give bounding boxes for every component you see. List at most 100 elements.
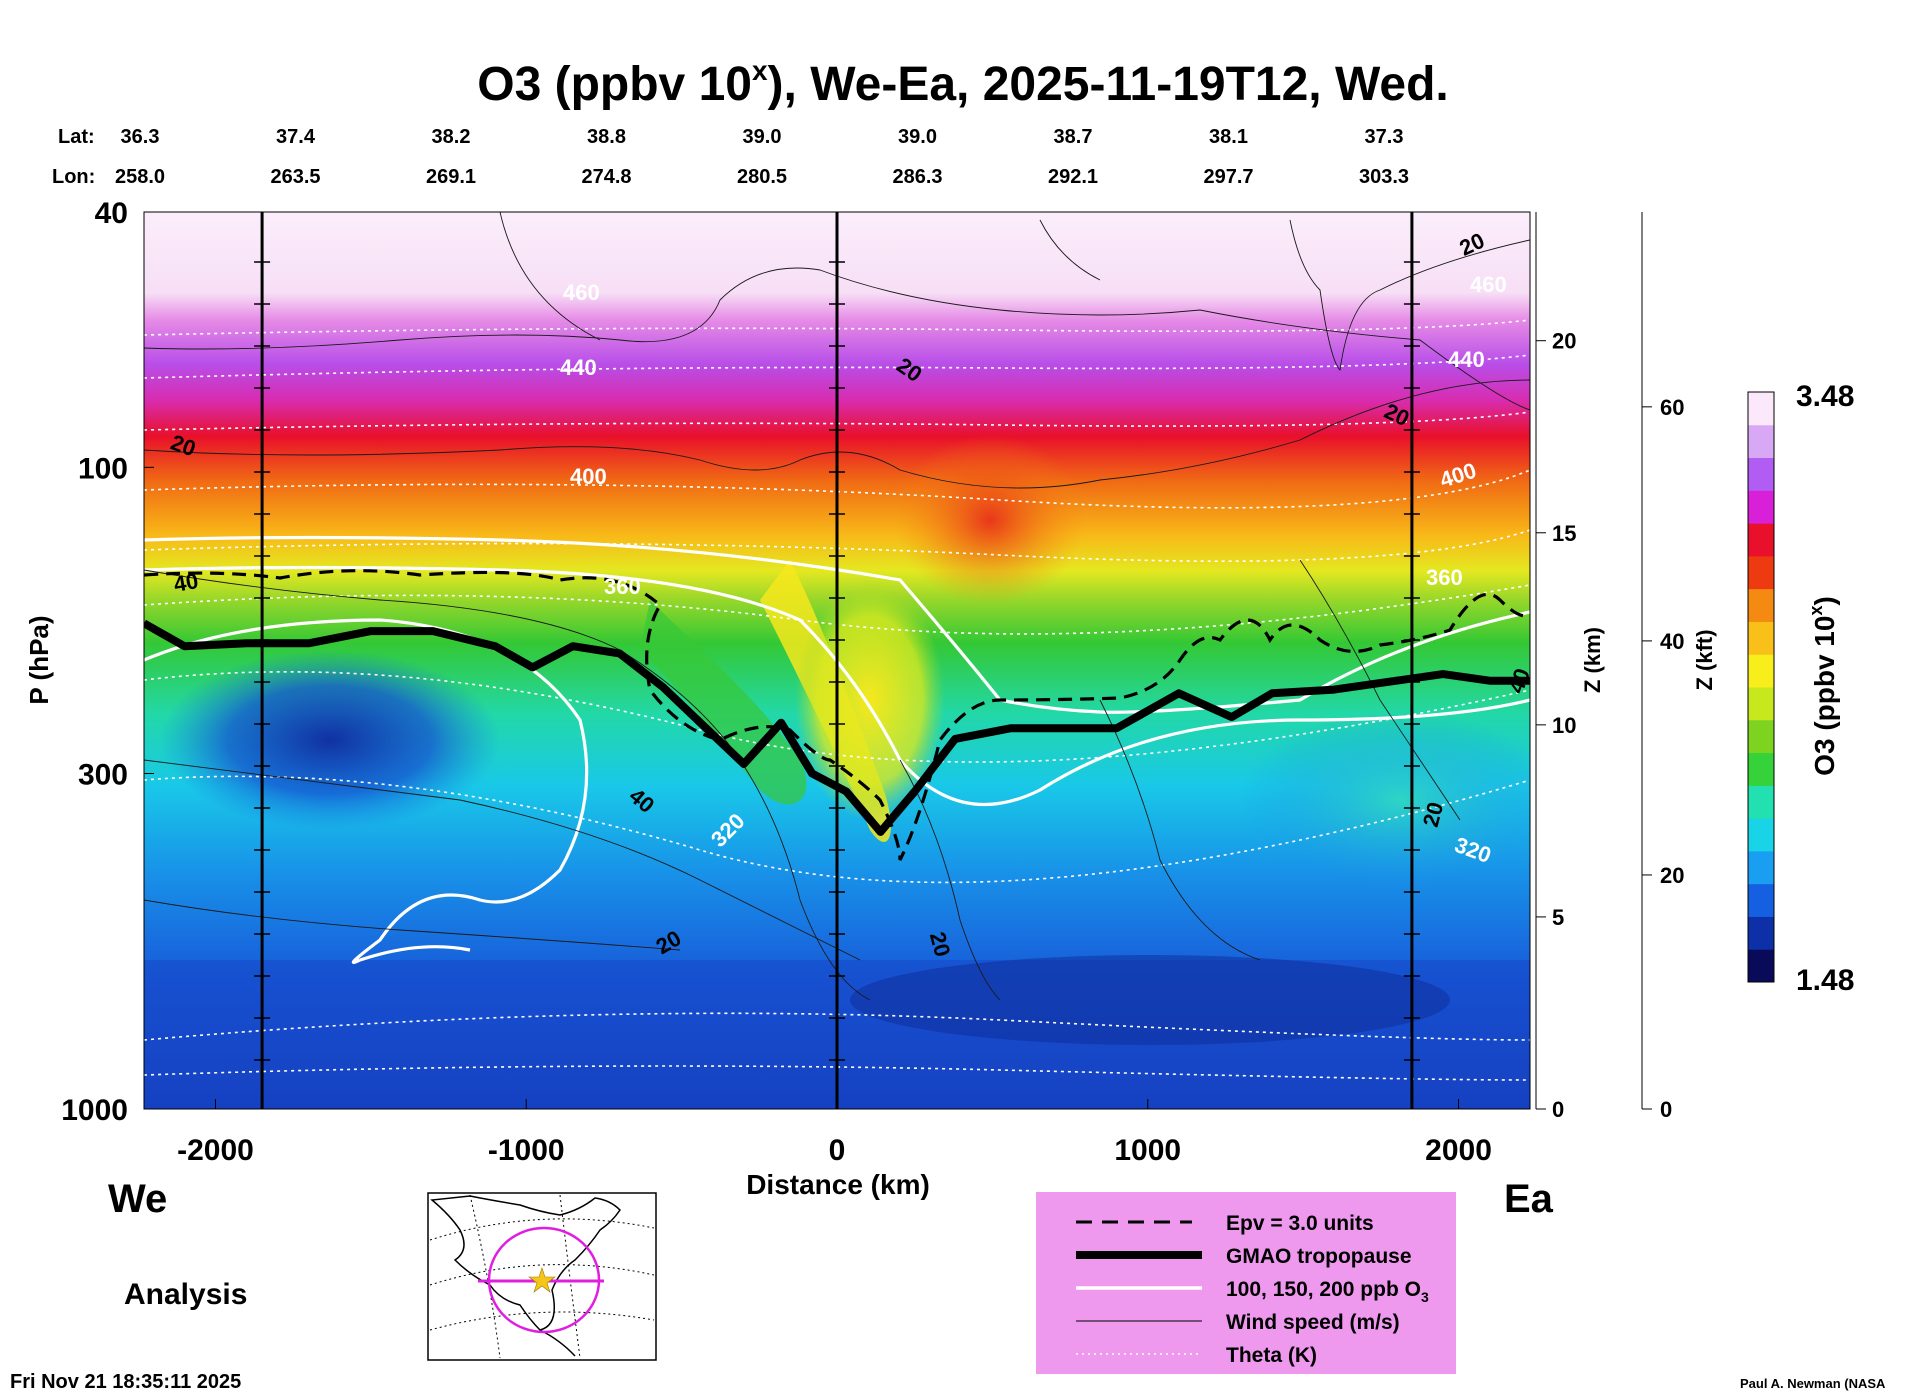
colorbar-band bbox=[1748, 392, 1774, 426]
lon-value: 292.1 bbox=[1048, 166, 1098, 188]
colorbar-band bbox=[1748, 719, 1774, 754]
inset-map bbox=[427, 1192, 657, 1361]
z-km-axis: 0 5 10 15 20 bbox=[1535, 212, 1576, 1122]
analysis-label: Analysis bbox=[124, 1278, 247, 1311]
lon-value: 286.3 bbox=[892, 166, 942, 188]
theta-label-440: 440 bbox=[560, 355, 597, 380]
z-kft-axis: 0 20 40 60 bbox=[1641, 212, 1684, 1122]
y-axis: 40 100 300 1000 bbox=[61, 197, 154, 1127]
wind-contours bbox=[144, 212, 1530, 1001]
west-label: We bbox=[108, 1177, 167, 1221]
lon-value: 280.5 bbox=[737, 166, 787, 188]
ozone-cyan-east bbox=[1240, 710, 1530, 890]
ozone-contours bbox=[144, 535, 1530, 965]
x-tick-label: 2000 bbox=[1425, 1134, 1492, 1167]
lat-value: 39.0 bbox=[743, 126, 782, 148]
lat-value: 38.1 bbox=[1209, 126, 1248, 148]
z-kft-tick-label: 40 bbox=[1660, 629, 1684, 654]
legend-label-wind: Wind speed (m/s) bbox=[1226, 1311, 1400, 1334]
legend-label-theta: Theta (K) bbox=[1226, 1344, 1317, 1367]
ozone-red-tongue bbox=[895, 435, 1085, 605]
lon-value: 297.7 bbox=[1203, 166, 1253, 188]
section-lines bbox=[254, 212, 1420, 1109]
lat-value: 38.2 bbox=[432, 126, 471, 148]
ozone-blue-west bbox=[160, 650, 500, 830]
z-km-tick-label: 5 bbox=[1552, 905, 1564, 930]
inset-map-grid bbox=[429, 1194, 655, 1359]
theta-label-460: 460 bbox=[563, 280, 600, 305]
theta-label-400: 400 bbox=[570, 464, 607, 489]
timestamp: Fri Nov 21 18:35:11 2025 bbox=[10, 1371, 241, 1393]
colorbar-min: 1.48 bbox=[1796, 964, 1854, 997]
colorbar-band bbox=[1748, 687, 1774, 721]
y-tick-label: 300 bbox=[78, 758, 128, 791]
z-km-label: Z (km) bbox=[1580, 627, 1605, 693]
lon-value: 303.3 bbox=[1359, 166, 1409, 188]
lon-label: Lon: bbox=[52, 166, 95, 188]
colorbar-band bbox=[1748, 752, 1774, 786]
x-axis: -2000 -1000 0 1000 2000 bbox=[177, 1099, 1492, 1167]
colorbar-band bbox=[1748, 621, 1774, 655]
legend: Epv = 3.0 units GMAO tropopause 100, 150… bbox=[1036, 1192, 1456, 1374]
z-kft-tick-label: 20 bbox=[1660, 863, 1684, 888]
colorbar-band bbox=[1748, 654, 1774, 688]
theta-label-460-east: 460 bbox=[1470, 272, 1507, 297]
z-km-tick-label: 20 bbox=[1552, 329, 1576, 354]
lat-value: 39.0 bbox=[898, 126, 937, 148]
z-km-tick-label: 0 bbox=[1552, 1097, 1564, 1122]
theta-label-360: 360 bbox=[604, 574, 641, 599]
legend-label-epv: Epv = 3.0 units bbox=[1226, 1212, 1374, 1235]
tropopause-line bbox=[144, 619, 1530, 836]
colorbar: 3.48 1.48 O3 (ppbv 10x) bbox=[1747, 380, 1854, 997]
x-axis-label: Distance (km) bbox=[746, 1169, 930, 1200]
colorbar-band bbox=[1748, 555, 1774, 590]
colorbar-max: 3.48 bbox=[1796, 380, 1854, 413]
theta-label-440-east: 440 bbox=[1448, 347, 1485, 372]
wind-label-40-a: 40 bbox=[172, 568, 200, 597]
lon-value: 258.0 bbox=[115, 166, 165, 188]
theta-lines bbox=[144, 319, 1530, 1081]
lon-value: 269.1 bbox=[426, 166, 476, 188]
z-kft-label: Z (kft) bbox=[1692, 629, 1717, 690]
colorbar-band bbox=[1748, 883, 1774, 917]
colorbar-band bbox=[1748, 523, 1774, 557]
ozone-lower-blob bbox=[850, 955, 1450, 1045]
y-tick-label: 100 bbox=[78, 452, 128, 485]
colorbar-band bbox=[1748, 490, 1774, 524]
z-kft-tick-label: 0 bbox=[1660, 1097, 1672, 1122]
lat-value: 38.7 bbox=[1054, 126, 1093, 148]
lon-value: 263.5 bbox=[270, 166, 320, 188]
colorbar-band bbox=[1748, 818, 1774, 852]
colorbar-band bbox=[1748, 916, 1774, 950]
colorbar-band bbox=[1748, 949, 1774, 983]
z-km-tick-label: 10 bbox=[1552, 713, 1576, 738]
lon-value: 274.8 bbox=[581, 166, 631, 188]
x-tick-label: 0 bbox=[829, 1134, 846, 1167]
colorbar-band bbox=[1748, 785, 1774, 819]
lat-value: 38.8 bbox=[587, 126, 626, 148]
colorbar-band bbox=[1748, 457, 1774, 491]
ozone-field: 460 460 440 440 400 400 360 360 320 320 … bbox=[144, 212, 1530, 1109]
y-axis-label: P (hPa) bbox=[24, 615, 54, 704]
lat-value: 37.4 bbox=[276, 126, 316, 148]
east-label: Ea bbox=[1504, 1177, 1554, 1221]
theta-label-360-east: 360 bbox=[1426, 565, 1463, 590]
x-tick-label: -2000 bbox=[177, 1134, 254, 1167]
legend-label-tropopause: GMAO tropopause bbox=[1226, 1245, 1412, 1268]
y-tick-label: 1000 bbox=[61, 1094, 128, 1127]
z-kft-tick-label: 60 bbox=[1660, 395, 1684, 420]
colorbar-band bbox=[1748, 850, 1774, 885]
colorbar-band bbox=[1748, 588, 1774, 622]
legend-label-ozone: 100, 150, 200 ppb O3 bbox=[1226, 1278, 1429, 1305]
lat-label: Lat: bbox=[58, 126, 95, 148]
z-km-tick-label: 15 bbox=[1552, 521, 1576, 546]
x-tick-label: -1000 bbox=[488, 1134, 565, 1167]
y-tick-label: 40 bbox=[95, 197, 128, 230]
chart-title: O3 (ppbv 10x), We-Ea, 2025-11-19T12, Wed… bbox=[477, 55, 1449, 111]
lat-value: 36.3 bbox=[121, 126, 160, 148]
x-tick-label: 1000 bbox=[1114, 1134, 1181, 1167]
colorbar-label: O3 (ppbv 10x) bbox=[1806, 596, 1840, 776]
credit: Paul A. Newman (NASA bbox=[1740, 1376, 1886, 1391]
colorbar-frame bbox=[1747, 391, 1775, 983]
